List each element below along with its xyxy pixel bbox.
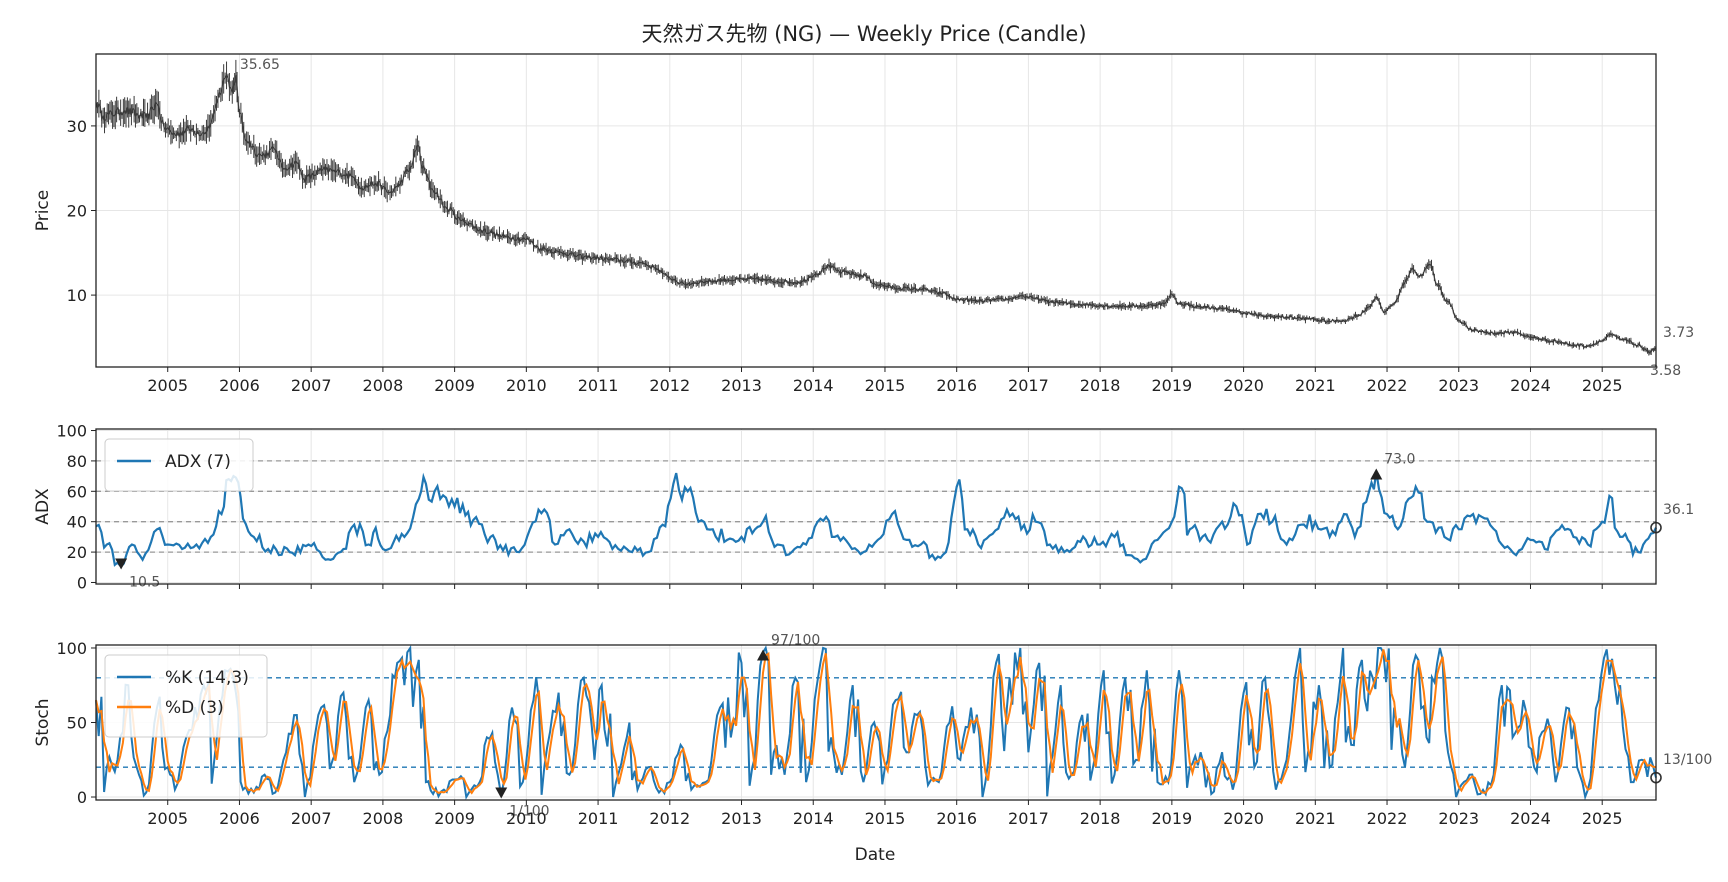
- y-tick-label: 20: [67, 202, 87, 221]
- x-tick-label: 2013: [721, 809, 762, 828]
- x-tick-label: 2021: [1295, 376, 1336, 395]
- x-tick-label: 2020: [1223, 376, 1264, 395]
- x-tick-label: 2020: [1223, 809, 1264, 828]
- x-tick-label: 2025: [1582, 376, 1623, 395]
- price-line: [95, 74, 1657, 354]
- adx-line: [95, 471, 1657, 569]
- x-tick-label: 2017: [1008, 376, 1049, 395]
- x-tick-label: 2012: [649, 809, 690, 828]
- x-tick-label: 2021: [1295, 809, 1336, 828]
- min-marker: [115, 558, 128, 570]
- x-tick-label: 2008: [363, 809, 404, 828]
- last-value-label: 3.58: [1650, 363, 1681, 379]
- x-tick-label: 2005: [147, 809, 188, 828]
- last-value-label: 13/100: [1663, 752, 1712, 768]
- annotation-label: 1/100: [509, 804, 549, 820]
- y-tick-label: 0: [77, 788, 87, 807]
- min-marker: [495, 787, 508, 799]
- x-tick-label: 2010: [506, 809, 547, 828]
- y-tick-label: 0: [77, 573, 87, 592]
- y-tick-label: 20: [67, 543, 87, 562]
- x-tick-label: 2009: [434, 809, 475, 828]
- legend-label: %K (14,3): [165, 668, 249, 688]
- x-tick-label: 2009: [434, 376, 475, 395]
- max-marker: [1370, 468, 1383, 480]
- x-tick-label: 2019: [1152, 376, 1193, 395]
- y-axis-label: Price: [33, 190, 53, 231]
- legend-label: ADX (7): [165, 452, 231, 472]
- legend-box: [104, 438, 254, 492]
- x-tick-label: 2005: [147, 376, 188, 395]
- y-tick-label: 10: [67, 286, 87, 305]
- x-tick-label: 2011: [578, 376, 619, 395]
- last-value-label: 36.1: [1663, 502, 1694, 518]
- x-tick-label: 2015: [865, 809, 906, 828]
- annotation-label: 97/100: [771, 632, 820, 648]
- x-tick-label: 2006: [219, 809, 260, 828]
- y-axis-label: Stoch: [33, 699, 53, 747]
- x-tick-label: 2014: [793, 809, 834, 828]
- annotation-label: 35.65: [240, 57, 280, 73]
- x-tick-label: 2023: [1438, 809, 1479, 828]
- y-tick-label: 50: [67, 714, 87, 733]
- x-tick-label: 2008: [363, 376, 404, 395]
- x-tick-label: 2017: [1008, 809, 1049, 828]
- y-tick-label: 100: [56, 422, 87, 441]
- x-tick-label: 2007: [291, 809, 332, 828]
- max-marker: [757, 649, 770, 661]
- x-tick-label: 2023: [1438, 376, 1479, 395]
- x-tick-label: 2025: [1582, 809, 1623, 828]
- x-tick-label: 2014: [793, 376, 834, 395]
- legend-box: [104, 654, 268, 738]
- x-tick-label: 2019: [1152, 809, 1193, 828]
- y-axis-label: ADX: [33, 488, 53, 525]
- annotation-label: 73.0: [1384, 452, 1415, 468]
- x-tick-label: 2024: [1510, 809, 1551, 828]
- legend-label: %D (3): [165, 698, 224, 718]
- y-tick-label: 100: [56, 639, 87, 658]
- stoch-d-line: [95, 649, 1657, 795]
- x-tick-label: 2011: [578, 809, 619, 828]
- chart-title: 天然ガス先物 (NG) — Weekly Price (Candle): [641, 22, 1086, 46]
- x-tick-label: 2024: [1510, 376, 1551, 395]
- x-tick-label: 2010: [506, 376, 547, 395]
- x-tick-label: 2007: [291, 376, 332, 395]
- x-tick-label: 2016: [936, 809, 977, 828]
- x-tick-label: 2022: [1367, 809, 1408, 828]
- x-tick-label: 2018: [1080, 809, 1121, 828]
- x-tick-label: 2012: [649, 376, 690, 395]
- y-tick-label: 80: [67, 452, 87, 471]
- axes-frame: [95, 428, 1657, 585]
- x-tick-label: 2013: [721, 376, 762, 395]
- last-value-label: 3.73: [1663, 325, 1694, 341]
- x-tick-label: 2016: [936, 376, 977, 395]
- x-tick-label: 2006: [219, 376, 260, 395]
- x-tick-label: 2015: [865, 376, 906, 395]
- y-tick-label: 30: [67, 117, 87, 136]
- y-tick-label: 40: [67, 513, 87, 532]
- x-axis-label: Date: [855, 845, 896, 865]
- y-tick-label: 60: [67, 482, 87, 501]
- x-tick-label: 2018: [1080, 376, 1121, 395]
- annotation-label: 10.5: [129, 575, 160, 591]
- x-tick-label: 2022: [1367, 376, 1408, 395]
